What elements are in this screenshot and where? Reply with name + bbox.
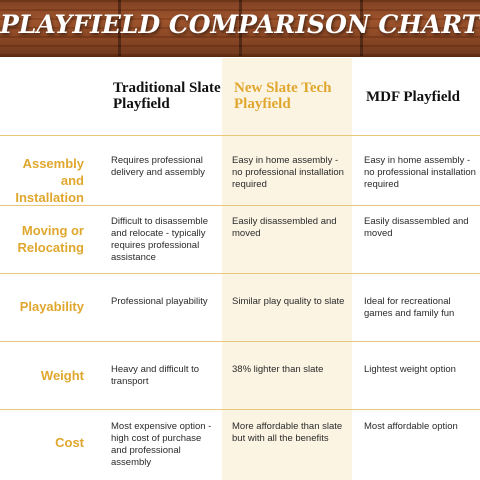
row-label-cost: Cost: [55, 435, 84, 450]
cell-mdf-weight: Lightest weight option: [364, 364, 456, 375]
row-label-playability: Playability: [19, 299, 84, 314]
row-label-assembly: Assembly and Installation: [15, 156, 84, 205]
column-header-mdf: MDF Playfield: [366, 89, 461, 105]
row-divider: [0, 341, 480, 342]
row-label-moving: Moving or Relocating: [17, 223, 84, 255]
cell-traditional-weight: Heavy and difficult to transport: [111, 364, 200, 387]
cell-new-assembly: Easy in home assembly - no professional …: [232, 155, 344, 190]
cell-mdf-assembly: Easy in home assembly - no professional …: [364, 155, 476, 190]
column-header-new-slate-tech: New Slate Tech Playfield: [234, 80, 332, 112]
cell-mdf-playability: Ideal for recreational games and family …: [364, 296, 455, 319]
highlight-column: [222, 58, 352, 480]
cell-traditional-cost: Most expensive option - high cost of pur…: [111, 421, 212, 468]
row-divider: [0, 273, 480, 274]
cell-traditional-moving: Difficult to disassemble and relocate - …: [111, 216, 208, 263]
cell-traditional-playability: Professional playability: [111, 296, 208, 307]
cell-mdf-cost: Most affordable option: [364, 421, 458, 432]
row-divider: [0, 205, 480, 206]
cell-new-moving: Easily disassembled and moved: [232, 216, 337, 239]
chart-title: PLAYFIELD COMPARISON CHART: [0, 10, 480, 39]
header-banner: PLAYFIELD COMPARISON CHART: [0, 0, 480, 57]
cell-new-playability: Similar play quality to slate: [232, 296, 345, 307]
row-divider: [0, 409, 480, 410]
cell-mdf-moving: Easily disassembled and moved: [364, 216, 469, 239]
cell-new-cost: More affordable than slate but with all …: [232, 421, 343, 444]
column-header-traditional-slate: Traditional Slate Playfield: [113, 80, 221, 112]
row-divider: [0, 135, 480, 136]
row-label-weight: Weight: [40, 368, 84, 383]
cell-traditional-assembly: Requires professional delivery and assem…: [111, 155, 205, 178]
cell-new-weight: 38% lighter than slate: [232, 364, 324, 375]
